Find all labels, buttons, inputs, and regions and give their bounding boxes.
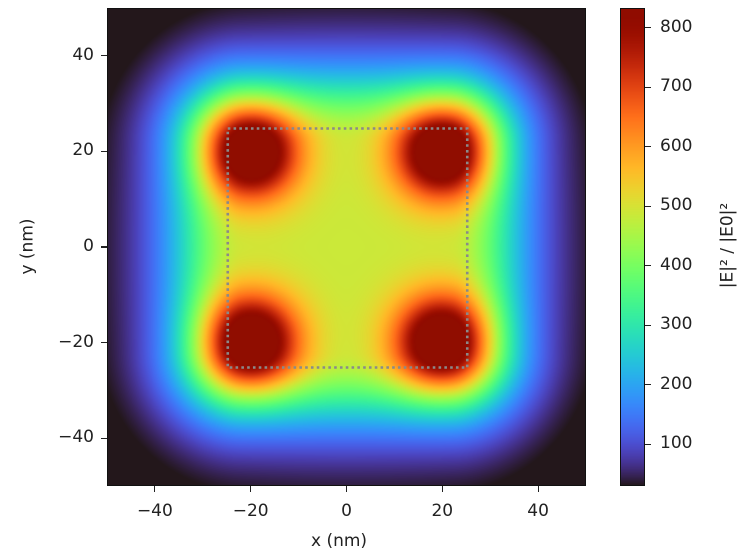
x-tick-mark [345,486,348,492]
colorbar-gradient [621,9,644,485]
colorbar-tick-mark [645,146,651,148]
y-tick-label: −40 [58,427,94,448]
y-tick-mark [101,342,107,344]
x-tick-mark [154,486,156,492]
colorbar-tick-label: 600 [660,135,693,156]
x-tick-label: 40 [527,501,549,521]
field-intensity-heatmap [108,9,585,485]
colorbar-tick-mark [645,265,651,267]
x-tick-label: −20 [232,501,269,521]
x-tick-label: −40 [136,501,173,521]
colorbar-tick-label: 800 [660,16,693,37]
x-axis-label: x (nm) [311,531,368,551]
x-tick-label: 0 [341,501,352,521]
y-tick-label: 0 [83,236,94,256]
y-tick-mark [101,246,107,248]
colorbar-tick-label: 100 [660,433,693,454]
colorbar-tick-label: 200 [660,373,693,394]
structure-outline [226,127,469,369]
colorbar [620,8,645,486]
y-tick-label: 40 [72,44,94,65]
y-tick-mark [101,437,107,439]
x-tick-mark [250,486,252,492]
colorbar-tick-mark [645,324,651,326]
x-tick-mark [441,486,443,492]
heatmap-plot-area [107,8,586,486]
colorbar-tick-label: 300 [660,314,693,335]
y-tick-label: 20 [72,140,94,161]
colorbar-tick-label: 700 [660,76,693,97]
y-tick-mark [101,150,107,152]
colorbar-tick-label: 500 [660,195,693,216]
colorbar-tick-mark [645,443,651,445]
x-tick-mark [537,486,539,492]
colorbar-label: |E|² / |E0|² [717,202,738,289]
colorbar-tick-label: 400 [660,254,693,275]
x-tick-label: 20 [431,501,454,521]
colorbar-tick-mark [645,27,651,29]
y-tick-label: −20 [58,331,94,352]
colorbar-tick-mark [645,205,651,207]
colorbar-tick-mark [645,86,651,88]
y-axis-label: y (nm) [17,218,38,275]
y-tick-mark [101,55,107,57]
colorbar-tick-mark [645,384,651,386]
